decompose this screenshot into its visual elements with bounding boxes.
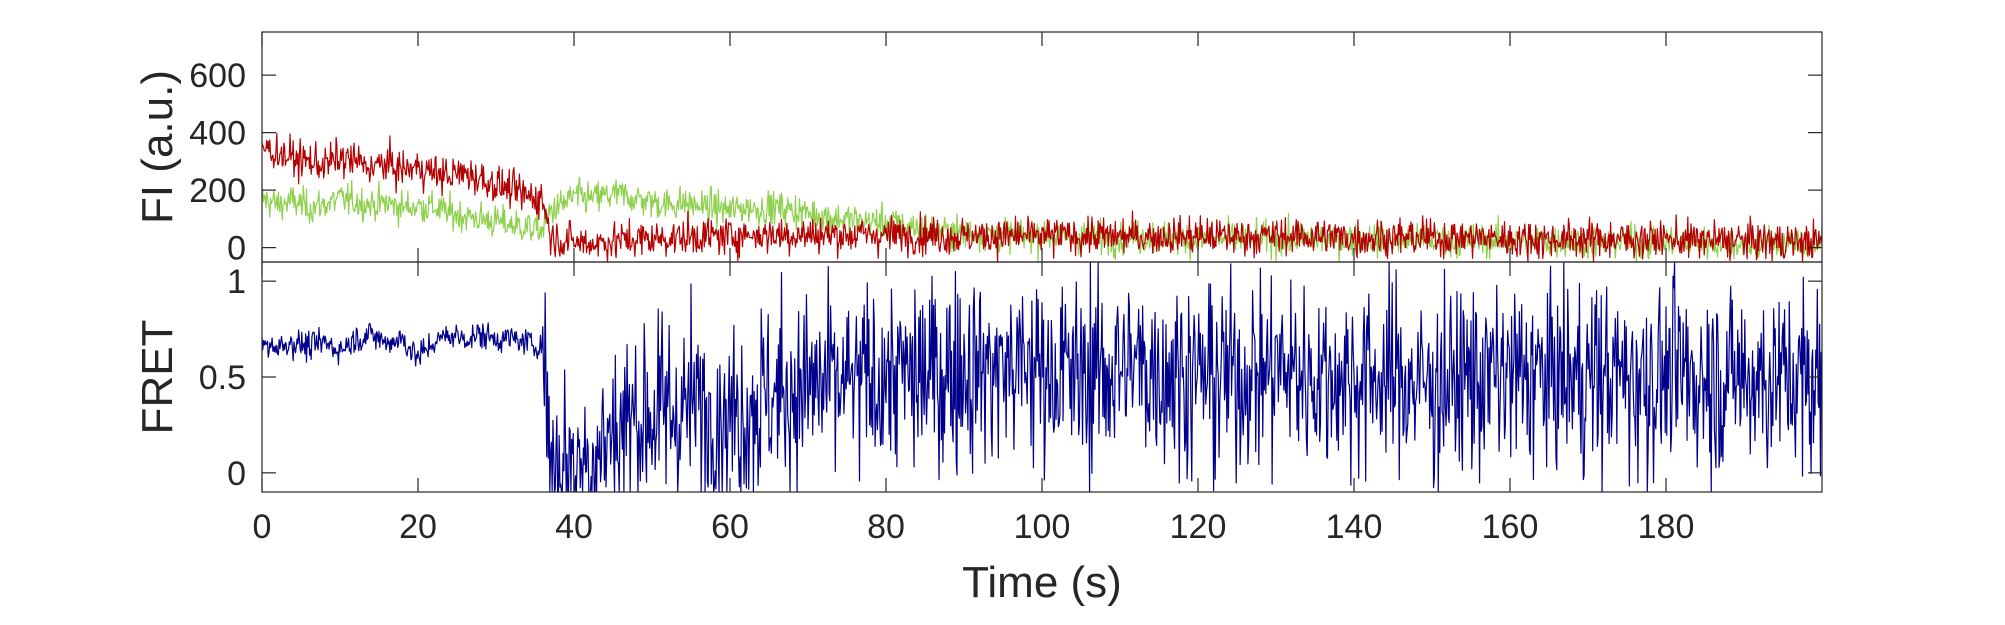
x-tick-label: 140 xyxy=(1326,508,1383,546)
x-tick-label: 40 xyxy=(555,508,593,546)
y-tick-label: 400 xyxy=(189,115,246,153)
intensity-traces xyxy=(262,132,1822,262)
x-tick-label: 0 xyxy=(253,508,272,546)
fret-fret-trace xyxy=(262,262,1822,492)
fret-panel: 0 0.5 1 0 20 40 60 80 100 120 140 160 180 FRET Time … xyxy=(133,261,1823,607)
x-tick-label: 120 xyxy=(1170,508,1227,546)
fret-y-axis-label: FRET xyxy=(133,320,182,435)
x-tick-label: 180 xyxy=(1638,508,1695,546)
fret-ticks: 0 0.5 1 0 20 40 60 80 100 120 140 160 180 xyxy=(199,262,1822,546)
y-tick-label: 0.5 xyxy=(199,359,246,397)
y-tick-label: 0 xyxy=(227,455,246,493)
intensity-panel: 0 200 400 600 FI (a.u.) xyxy=(133,31,1823,268)
y-tick-label: 200 xyxy=(189,172,246,210)
intensity-ticks: 0 200 400 600 xyxy=(189,32,1822,268)
intensity-y-axis-label: FI (a.u.) xyxy=(133,70,182,224)
y-tick-label: 600 xyxy=(189,57,246,95)
time-x-axis-label: Time (s) xyxy=(962,558,1122,607)
x-tick-label: 160 xyxy=(1482,508,1539,546)
x-tick-label: 60 xyxy=(711,508,749,546)
x-tick-label: 80 xyxy=(867,508,905,546)
x-tick-label: 100 xyxy=(1014,508,1071,546)
fret-traces xyxy=(262,262,1822,492)
x-tick-label: 20 xyxy=(399,508,437,546)
intensity-acceptor-trace xyxy=(262,132,1822,262)
y-tick-label: 0 xyxy=(227,230,246,268)
y-tick-label: 1 xyxy=(227,263,246,301)
